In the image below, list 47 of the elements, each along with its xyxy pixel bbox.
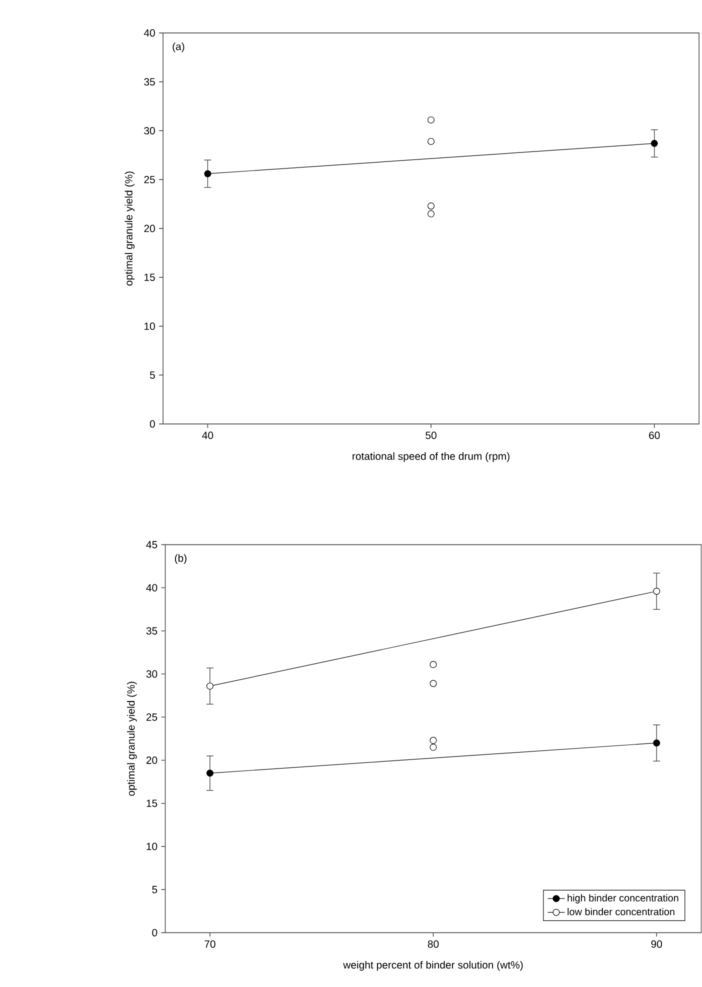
y-tick-label: 5 <box>150 371 156 379</box>
y-tick-label: 35 <box>144 78 156 86</box>
y-tick-label: 20 <box>144 224 156 232</box>
y-axis-title: optimal granule yield (%) <box>127 682 137 796</box>
y-tick-label: 30 <box>146 670 158 678</box>
point <box>430 744 437 751</box>
y-tick-label: 0 <box>150 420 156 428</box>
point <box>428 116 435 124</box>
x-axis-title: weight percent of binder solution (wt%) <box>343 960 523 971</box>
y-tick-label: 45 <box>146 541 158 548</box>
y-tick-label: 35 <box>146 627 158 635</box>
y-tick-label: 5 <box>152 886 158 894</box>
x-axis-title: rotational speed of the drum (rpm) <box>352 452 510 462</box>
point <box>204 170 212 178</box>
x-tick-label: 70 <box>204 940 216 948</box>
point <box>651 140 658 147</box>
x-tick-label: 80 <box>428 940 439 948</box>
x-tick-label: 50 <box>426 432 437 440</box>
y-tick-label: 15 <box>144 274 156 281</box>
point <box>428 210 435 218</box>
x-tick-label: 90 <box>651 940 662 948</box>
y-tick-label: 15 <box>146 800 158 807</box>
y-tick-label: 30 <box>144 127 156 134</box>
y-tick-label: 25 <box>144 176 156 184</box>
x-tick-label: 60 <box>649 432 660 440</box>
y-tick-label: 40 <box>146 584 158 592</box>
point <box>653 588 660 595</box>
point <box>430 661 437 668</box>
point <box>430 680 437 687</box>
y-axis-title: optimal granule yield (%) <box>124 172 135 286</box>
point <box>653 739 660 746</box>
y-tick-label: 10 <box>146 842 158 850</box>
y-tick-label: 10 <box>144 322 156 330</box>
point <box>206 682 214 690</box>
annotation: (a) <box>172 42 184 52</box>
legend-label: high binder concentration <box>568 894 678 904</box>
y-tick-label: 0 <box>152 928 158 936</box>
y-tick-label: 25 <box>146 713 158 721</box>
x-tick-label: 40 <box>202 432 214 440</box>
y-tick-label: 20 <box>146 756 158 764</box>
point <box>430 736 437 744</box>
legend-label: low binder concentration <box>568 908 675 916</box>
point <box>428 202 435 210</box>
annotation: (b) <box>175 554 187 564</box>
point <box>428 138 435 145</box>
y-tick-label: 40 <box>144 29 156 37</box>
point <box>206 770 214 777</box>
